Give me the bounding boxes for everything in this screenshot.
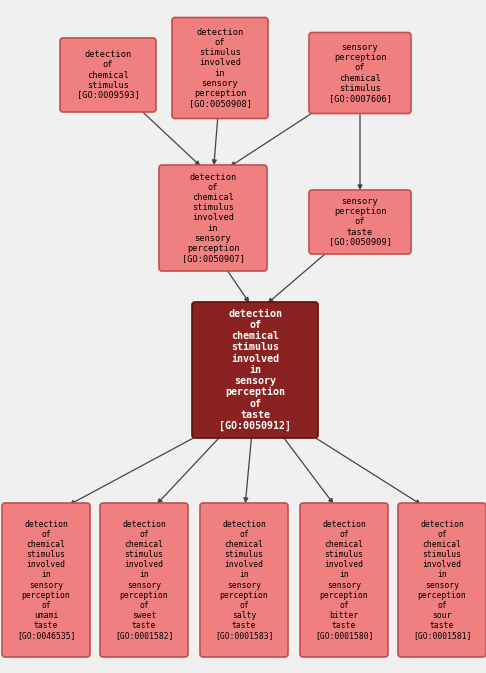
- FancyBboxPatch shape: [100, 503, 188, 657]
- FancyBboxPatch shape: [172, 17, 268, 118]
- FancyBboxPatch shape: [398, 503, 486, 657]
- Text: detection
of
chemical
stimulus
involved
in
sensory
perception
of
umami
taste
[GO: detection of chemical stimulus involved …: [17, 520, 75, 640]
- Text: detection
of
chemical
stimulus
involved
in
sensory
perception
of
taste
[GO:00509: detection of chemical stimulus involved …: [219, 309, 291, 431]
- Text: detection
of
stimulus
involved
in
sensory
perception
[GO:0050908]: detection of stimulus involved in sensor…: [189, 28, 251, 108]
- Text: detection
of
chemical
stimulus
involved
in
sensory
perception
of
sour
taste
[GO:: detection of chemical stimulus involved …: [413, 520, 471, 640]
- FancyBboxPatch shape: [309, 190, 411, 254]
- FancyBboxPatch shape: [159, 165, 267, 271]
- FancyBboxPatch shape: [309, 32, 411, 114]
- FancyBboxPatch shape: [200, 503, 288, 657]
- Text: detection
of
chemical
stimulus
involved
in
sensory
perception
of
bitter
taste
[G: detection of chemical stimulus involved …: [315, 520, 373, 640]
- Text: sensory
perception
of
taste
[GO:0050909]: sensory perception of taste [GO:0050909]: [329, 197, 392, 246]
- FancyBboxPatch shape: [192, 302, 318, 438]
- FancyBboxPatch shape: [300, 503, 388, 657]
- Text: detection
of
chemical
stimulus
involved
in
sensory
perception
[GO:0050907]: detection of chemical stimulus involved …: [181, 174, 244, 262]
- Text: sensory
perception
of
chemical
stimulus
[GO:0007606]: sensory perception of chemical stimulus …: [329, 43, 392, 102]
- FancyBboxPatch shape: [2, 503, 90, 657]
- Text: detection
of
chemical
stimulus
involved
in
sensory
perception
of
salty
taste
[GO: detection of chemical stimulus involved …: [215, 520, 273, 640]
- FancyBboxPatch shape: [60, 38, 156, 112]
- Text: detection
of
chemical
stimulus
involved
in
sensory
perception
of
sweet
taste
[GO: detection of chemical stimulus involved …: [115, 520, 173, 640]
- Text: detection
of
chemical
stimulus
[GO:0009593]: detection of chemical stimulus [GO:00095…: [76, 50, 139, 100]
